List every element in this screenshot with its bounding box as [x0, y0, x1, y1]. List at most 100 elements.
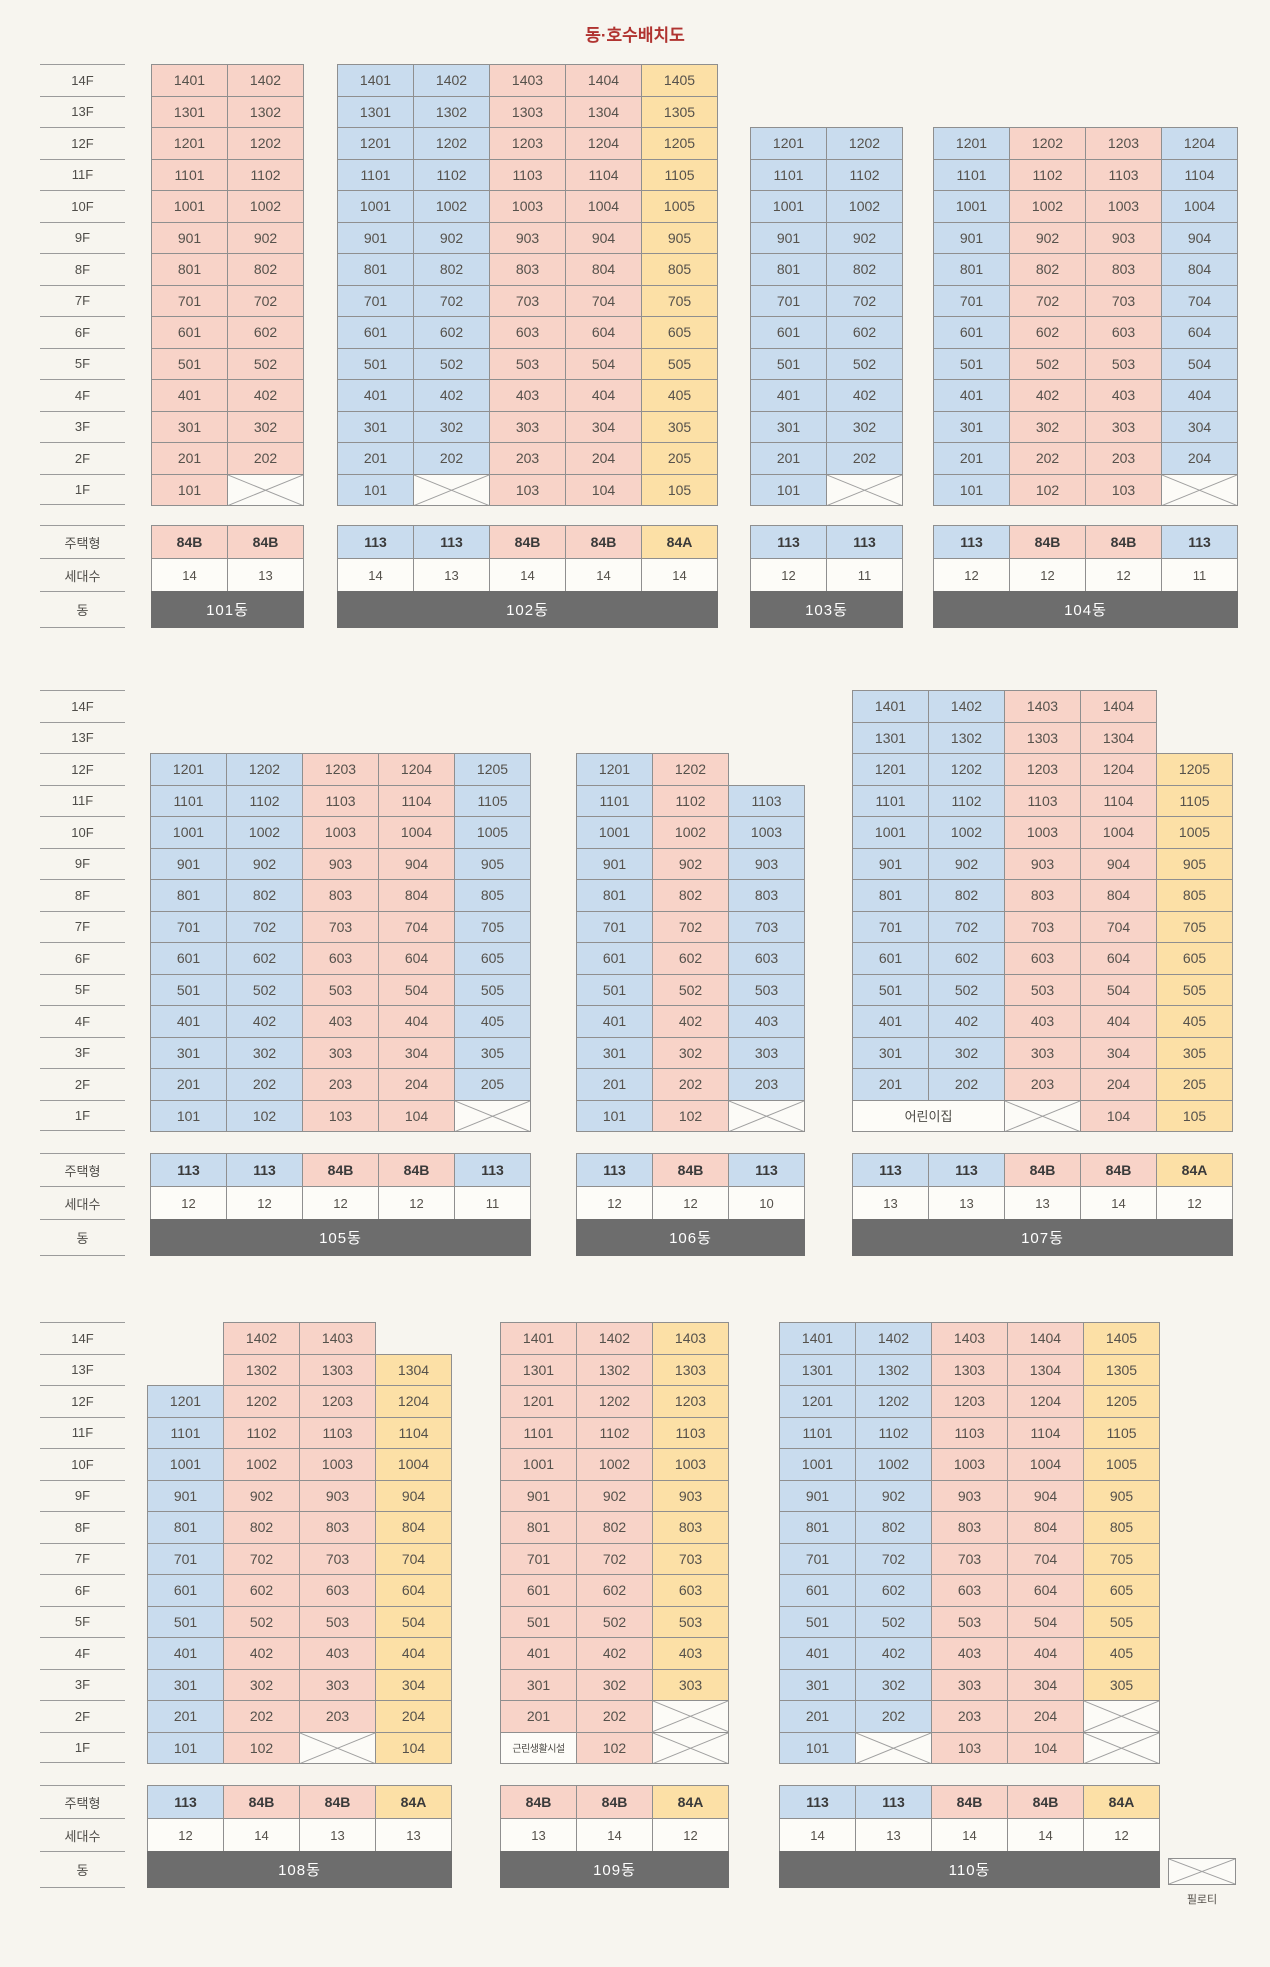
unit-cell: 603	[931, 1574, 1008, 1607]
unit-cell: 201	[337, 442, 414, 475]
unit-cell: 1202	[223, 1385, 300, 1418]
unit-cell: 1005	[1083, 1448, 1160, 1481]
unit-cell: 702	[1009, 284, 1086, 317]
unit-cell: 201	[151, 442, 228, 475]
unit-cell: 601	[779, 1574, 856, 1607]
unit-cell: 1002	[1009, 190, 1086, 223]
housing-type-cell: 113	[933, 525, 1010, 559]
floor-label-4f: 4F	[40, 1005, 125, 1037]
unit-cell: 401	[933, 379, 1010, 412]
unit-cell: 1201	[779, 1385, 856, 1418]
unit-cell: 301	[147, 1668, 224, 1701]
unit-cell: 203	[299, 1700, 376, 1733]
unit-cell: 503	[652, 1605, 729, 1638]
unit-cell: 302	[1009, 410, 1086, 443]
unit-cell: 1105	[454, 784, 531, 817]
unit-cell: 902	[928, 847, 1005, 880]
unit-cell: 502	[928, 973, 1005, 1006]
unit-cell: 304	[1161, 410, 1238, 443]
unit-cell: 903	[931, 1479, 1008, 1512]
unit-cell: 1003	[931, 1448, 1008, 1481]
floor-label-13f: 13F	[40, 721, 125, 754]
unit-cell: 504	[1080, 973, 1157, 1006]
unit-cell: 303	[299, 1668, 376, 1701]
unit-cell: 902	[1009, 221, 1086, 254]
unit-cell: 1302	[928, 721, 1005, 754]
housing-type-cell: 84B	[151, 525, 228, 559]
unit-cell: 1305	[641, 95, 718, 128]
unit-cell: 802	[652, 879, 729, 912]
unit-cell: 605	[641, 316, 718, 349]
housing-type-cell: 113	[728, 1153, 805, 1187]
unit-cell: 1404	[1080, 690, 1157, 723]
housing-type-cell: 84B	[500, 1785, 577, 1819]
unit-cell: 1402	[576, 1322, 653, 1355]
unit-cell: 902	[226, 847, 303, 880]
unit-cell: 401	[337, 379, 414, 412]
unit-cell: 1002	[226, 816, 303, 849]
pilotis-cell	[413, 473, 490, 506]
unit-cell: 402	[223, 1637, 300, 1670]
unit-cell: 502	[576, 1605, 653, 1638]
unit-cell: 1201	[852, 753, 929, 786]
housing-type-cell: 113	[779, 1785, 856, 1819]
household-count-cell: 13	[227, 558, 304, 592]
floor-label-4f: 4F	[40, 1637, 125, 1669]
unit-cell: 102	[226, 1099, 303, 1132]
unit-cell: 1203	[652, 1385, 729, 1418]
unit-cell: 803	[489, 253, 566, 286]
unit-cell: 801	[150, 879, 227, 912]
floor-label-11f: 11F	[40, 784, 125, 817]
floor-label-13f: 13F	[40, 95, 125, 128]
unit-cell: 603	[1085, 316, 1162, 349]
unit-cell: 803	[302, 879, 379, 912]
unit-cell: 602	[855, 1574, 932, 1607]
floor-label-3f: 3F	[40, 1036, 125, 1069]
household-count-label: 세대수	[40, 558, 125, 591]
unit-cell: 1002	[576, 1448, 653, 1481]
household-count-cell: 13	[413, 558, 490, 592]
unit-cell: 904	[565, 221, 642, 254]
unit-cell: 304	[565, 410, 642, 443]
unit-cell: 202	[223, 1700, 300, 1733]
unit-cell: 501	[750, 347, 827, 380]
unit-cell: 1202	[928, 753, 1005, 786]
unit-cell: 402	[855, 1637, 932, 1670]
unit-cell: 1103	[299, 1416, 376, 1449]
building-name-bar: 109동	[500, 1851, 729, 1888]
unit-cell: 303	[652, 1668, 729, 1701]
unit-cell: 204	[375, 1700, 452, 1733]
housing-type-cell: 84B	[302, 1153, 379, 1187]
unit-cell: 503	[489, 347, 566, 380]
unit-cell: 402	[576, 1637, 653, 1670]
unit-cell: 501	[147, 1605, 224, 1638]
unit-cell: 801	[779, 1511, 856, 1544]
unit-cell: 201	[576, 1068, 653, 1101]
unit-cell: 203	[489, 442, 566, 475]
unit-cell: 901	[779, 1479, 856, 1512]
unit-cell: 304	[375, 1668, 452, 1701]
unit-cell: 301	[337, 410, 414, 443]
household-count-cell: 12	[226, 1186, 303, 1220]
unit-cell: 1104	[1007, 1416, 1084, 1449]
floor-label-9f: 9F	[40, 221, 125, 254]
unit-cell: 904	[1007, 1479, 1084, 1512]
unit-cell: 601	[150, 942, 227, 975]
unit-cell: 1104	[1161, 158, 1238, 191]
unit-cell: 1001	[576, 816, 653, 849]
unit-cell: 601	[933, 316, 1010, 349]
unit-cell: 201	[933, 442, 1010, 475]
unit-cell: 703	[652, 1542, 729, 1575]
unit-cell: 305	[1156, 1036, 1233, 1069]
unit-cell: 1001	[150, 816, 227, 849]
unit-cell: 101	[337, 473, 414, 506]
household-count-cell: 11	[1161, 558, 1238, 592]
household-count-cell: 12	[1009, 558, 1086, 592]
housing-type-cell: 84A	[652, 1785, 729, 1819]
unit-cell: 401	[576, 1005, 653, 1038]
pilotis-cell	[855, 1731, 932, 1764]
household-count-cell: 12	[933, 558, 1010, 592]
unit-cell: 502	[223, 1605, 300, 1638]
unit-cell: 602	[1009, 316, 1086, 349]
unit-cell: 1302	[576, 1353, 653, 1386]
